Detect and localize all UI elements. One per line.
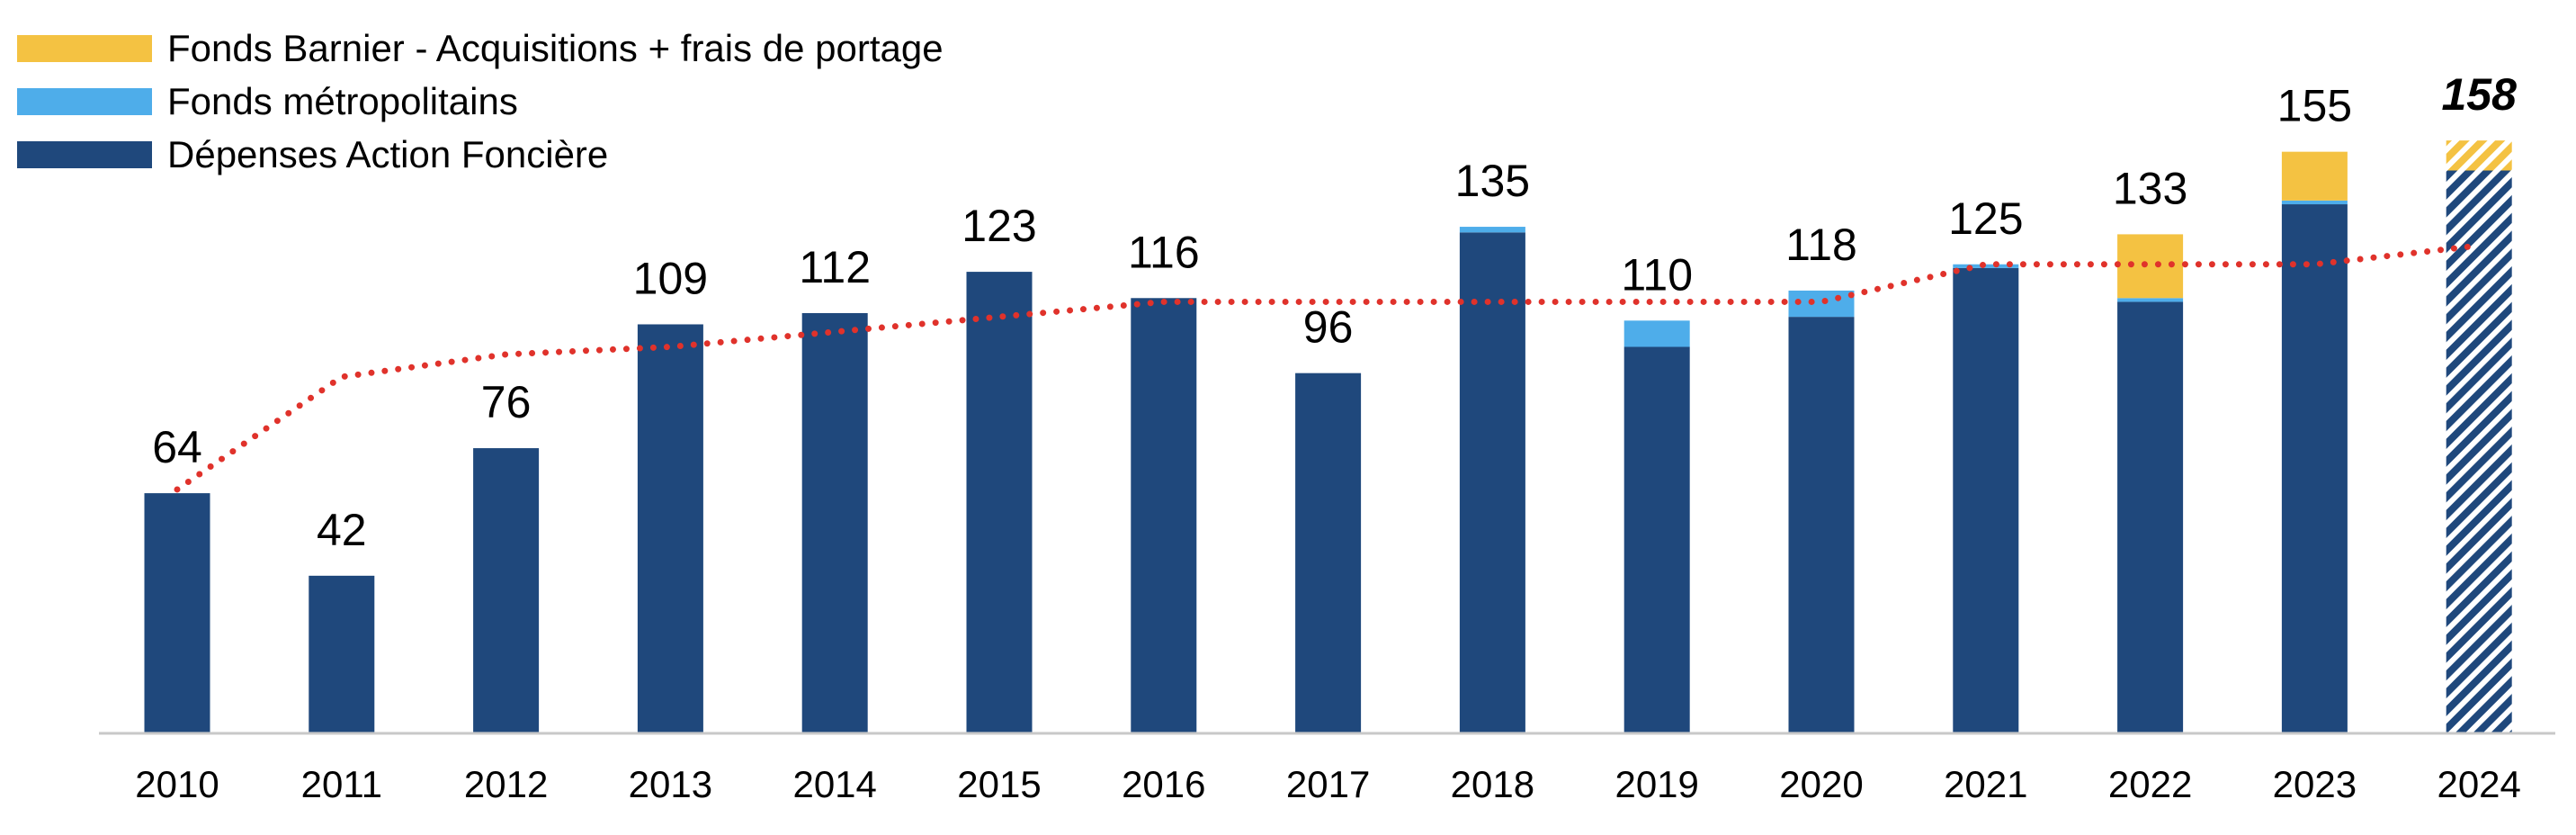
bar-segment-2019-depenses bbox=[1623, 346, 1690, 733]
data-labels: 64 42 76 109 112 123 116 96 135 110 118 125 133 155 15… bbox=[152, 69, 2517, 555]
bar-segment-2022-fonds-metropolitains bbox=[2117, 298, 2184, 302]
x-tick-label: 2023 bbox=[2273, 763, 2357, 805]
bar-segment-2013-depenses bbox=[637, 324, 703, 733]
bar-segment-2023-fonds-metropolitains bbox=[2281, 200, 2348, 205]
data-label-2016: 116 bbox=[1128, 227, 1200, 277]
data-label-2021: 125 bbox=[1948, 193, 2023, 244]
bars bbox=[144, 140, 2512, 734]
bar-segment-2021-depenses bbox=[1953, 267, 2019, 733]
x-axis-ticks: 2010 2011 2012 2013 2014 2015 2016 2017 2018 2019… bbox=[135, 763, 2521, 805]
bar-segment-2023-depenses bbox=[2281, 204, 2348, 733]
x-tick-label: 2022 bbox=[2108, 763, 2192, 805]
data-label-2018: 135 bbox=[1455, 156, 1530, 206]
legend-label: Fonds Barnier - Acquisitions + frais de … bbox=[167, 27, 944, 69]
data-label-2020: 118 bbox=[1785, 220, 1857, 270]
x-tick-label: 2011 bbox=[301, 763, 382, 805]
bar-segment-2010-depenses bbox=[144, 493, 210, 733]
bar-segment-2012-depenses bbox=[473, 448, 540, 733]
legend-swatch bbox=[17, 88, 152, 115]
bar-segment-2022-depenses bbox=[2117, 301, 2184, 733]
bar-segment-2019-fonds-metropolitains bbox=[1623, 320, 1690, 347]
data-label-2017: 96 bbox=[1303, 302, 1354, 353]
bar-segment-2021-fonds-metropolitains bbox=[1953, 264, 2019, 268]
data-label-2014: 112 bbox=[799, 242, 871, 292]
bar-segment-2017-depenses bbox=[1295, 373, 1362, 733]
data-label-2010: 64 bbox=[152, 422, 202, 472]
bar-segment-2018-depenses bbox=[1459, 232, 1525, 733]
x-tick-label: 2020 bbox=[1779, 763, 1863, 805]
bar-segment-2020-depenses bbox=[1788, 317, 1855, 733]
bar-segment-2015-depenses bbox=[966, 272, 1033, 734]
bar-segment-2014-depenses bbox=[801, 312, 868, 733]
bar-segment-2024-fonds-barnier bbox=[2446, 140, 2512, 171]
x-tick-label: 2019 bbox=[1614, 763, 1698, 805]
data-label-2013: 109 bbox=[633, 253, 708, 303]
bar-segment-2011-depenses bbox=[309, 575, 375, 733]
x-tick-label: 2024 bbox=[2437, 763, 2520, 805]
data-label-2019: 110 bbox=[1621, 249, 1693, 300]
legend-swatch bbox=[17, 141, 152, 168]
x-tick-label: 2016 bbox=[1122, 763, 1205, 805]
x-tick-label: 2014 bbox=[792, 763, 876, 805]
x-tick-label: 2017 bbox=[1286, 763, 1370, 805]
data-label-2022: 133 bbox=[2113, 163, 2187, 213]
data-label-2011: 42 bbox=[317, 505, 367, 555]
x-tick-label: 2012 bbox=[464, 763, 548, 805]
bar-segment-2016-depenses bbox=[1131, 298, 1197, 733]
data-label-2015: 123 bbox=[962, 201, 1036, 251]
bar-segment-2023-fonds-barnier bbox=[2281, 151, 2348, 201]
trend-line bbox=[174, 242, 2482, 493]
legend-label: Fonds métropolitains bbox=[167, 80, 518, 122]
trend-line-path bbox=[174, 242, 2482, 493]
x-tick-label: 2021 bbox=[1944, 763, 2027, 805]
data-label-2012: 76 bbox=[481, 377, 532, 427]
x-tick-label: 2010 bbox=[135, 763, 219, 805]
bar-segment-2018-fonds-metropolitains bbox=[1459, 227, 1525, 233]
legend: Fonds Barnier - Acquisitions + frais de … bbox=[17, 27, 944, 175]
data-label-2023: 155 bbox=[2277, 81, 2352, 131]
bar-segment-2024-depenses bbox=[2446, 170, 2512, 733]
legend-swatch bbox=[17, 35, 152, 62]
x-tick-label: 2018 bbox=[1451, 763, 1534, 805]
data-label-2024: 158 bbox=[2441, 69, 2517, 120]
legend-label: Dépenses Action Foncière bbox=[167, 133, 608, 175]
x-tick-label: 2015 bbox=[957, 763, 1041, 805]
x-tick-label: 2013 bbox=[629, 763, 712, 805]
